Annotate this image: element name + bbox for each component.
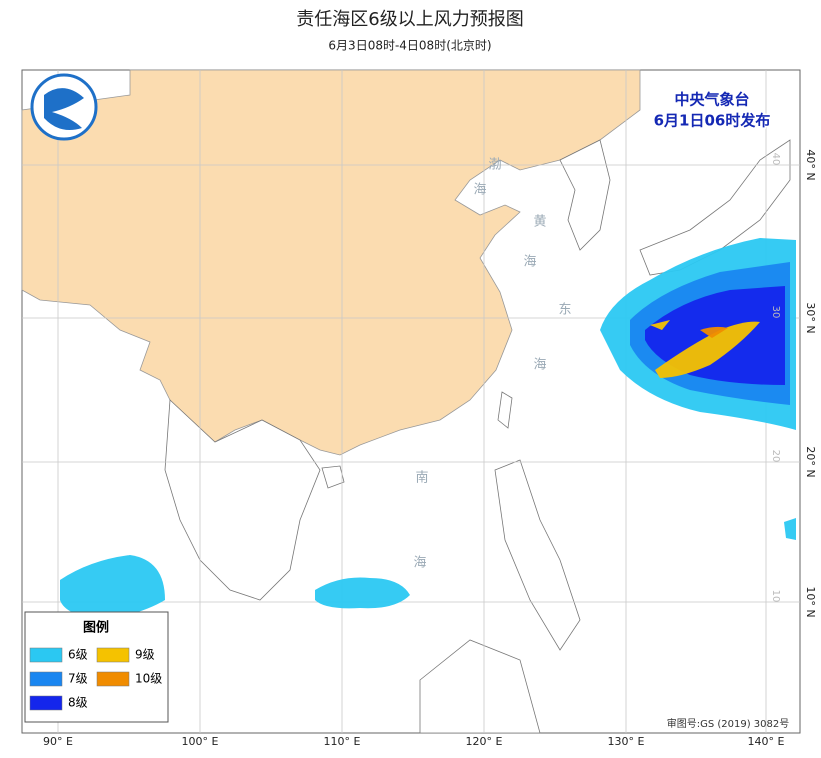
legend-title: 图例 — [83, 620, 109, 636]
legend-label: 8级 — [68, 696, 88, 710]
lat-label: 30° N — [804, 302, 817, 333]
wind-area — [784, 518, 796, 540]
subtitle: 6月3日08时-4日08时(北京时) — [328, 39, 491, 53]
legend-swatch — [96, 671, 130, 687]
land-china — [21, 69, 641, 456]
approval: 审图号:GS (2019) 3082号 — [667, 717, 790, 730]
land-indochina — [164, 399, 321, 601]
sea-label: 东 — [558, 303, 571, 318]
legend-label: 7级 — [68, 672, 88, 686]
grid-label: 20 — [770, 450, 781, 463]
sea-label: 黄 — [533, 215, 546, 230]
sea-label: 渤 — [488, 157, 501, 173]
land-hainan — [321, 465, 345, 489]
wind-areas — [60, 238, 796, 620]
land-philippines — [494, 459, 581, 651]
sea-label: 海 — [533, 358, 546, 373]
sea-label: 南 — [415, 470, 428, 486]
sea-label: 海 — [523, 255, 536, 270]
lon-label: 140° E — [748, 735, 785, 748]
lon-label: 100° E — [182, 735, 219, 748]
wind-area — [60, 555, 165, 620]
grid-label: 10 — [770, 590, 781, 603]
legend-swatch — [29, 647, 63, 663]
legend-swatch — [29, 695, 63, 711]
grid-label: 30 — [770, 306, 781, 319]
grid-label: 40 — [770, 153, 781, 166]
lon-label: 110° E — [324, 735, 361, 748]
lat-label: 20° N — [804, 446, 817, 477]
legend-label: 6级 — [68, 648, 88, 662]
lon-label: 120° E — [466, 735, 503, 748]
land-korea — [559, 139, 611, 251]
legend-label: 9级 — [135, 648, 155, 662]
wind-area — [700, 326, 728, 338]
issuer-time: 6月1日06时发布 — [654, 112, 771, 130]
land-borneo — [419, 639, 541, 734]
legend-swatch — [29, 671, 63, 687]
title: 责任海区6级以上风力预报图 — [296, 9, 523, 30]
wind-area — [650, 320, 670, 330]
sea-label: 海 — [413, 556, 426, 571]
lat-label: 10° N — [804, 586, 817, 617]
issuer-agency: 中央气象台 — [674, 91, 749, 109]
wind-area — [315, 577, 410, 609]
lat-label: 40° N — [804, 149, 817, 180]
legend-swatch — [96, 647, 130, 663]
logo — [30, 73, 98, 141]
sea-label: 海 — [473, 183, 486, 198]
legend-label: 10级 — [135, 672, 162, 686]
land-taiwan — [497, 391, 513, 429]
wind-area — [655, 321, 760, 378]
map: 中央气象台 6月1日06时发布 图例 6级 9级 7级 10级 8级 审图号:GS (2… — [21, 69, 801, 734]
lon-label: 130° E — [608, 735, 645, 748]
legend: 图例 6级 9级 7级 10级 8级 — [24, 611, 169, 723]
lon-label: 90° E — [43, 735, 73, 748]
